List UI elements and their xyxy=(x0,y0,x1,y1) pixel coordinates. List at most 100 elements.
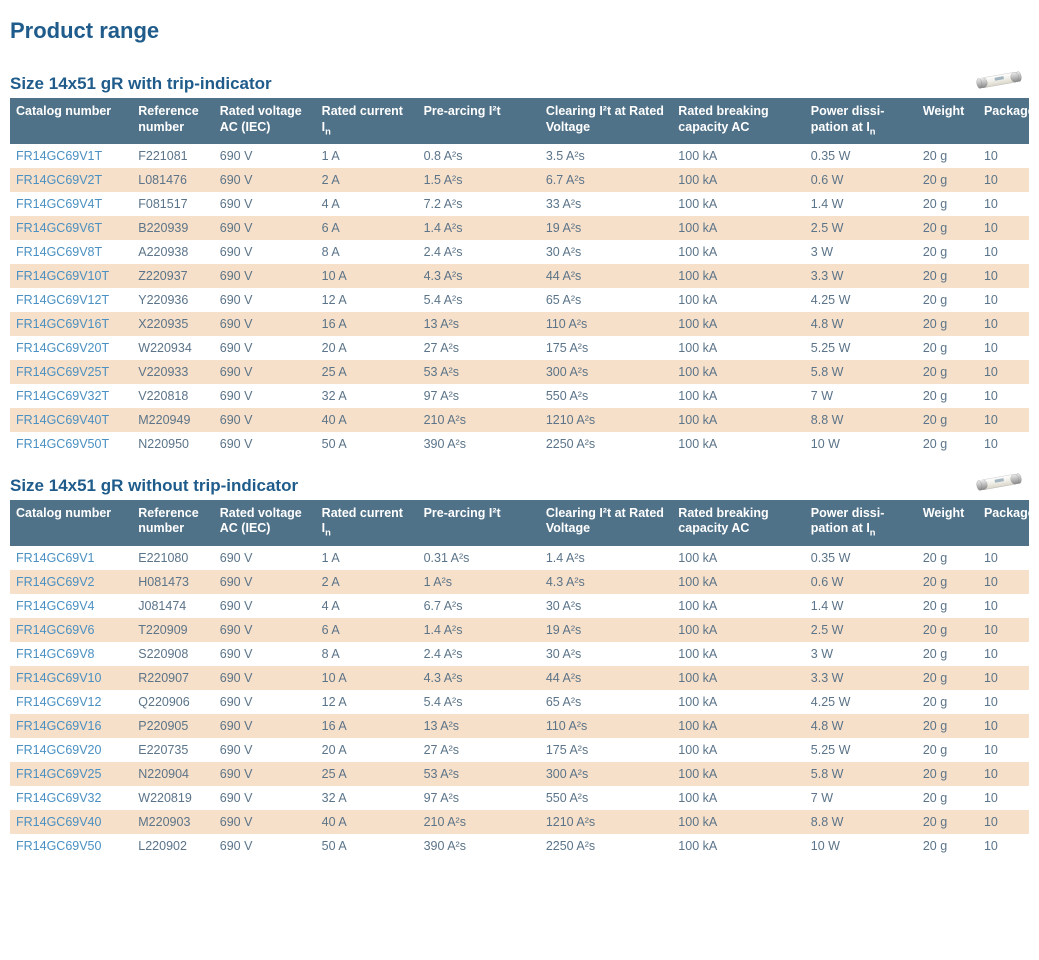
cell: 10 A xyxy=(316,264,418,288)
cell: 50 A xyxy=(316,834,418,858)
cell: 0.31 A²s xyxy=(418,546,540,570)
cell: 2.4 A²s xyxy=(418,240,540,264)
cell: J081474 xyxy=(132,594,214,618)
cell: 30 A²s xyxy=(540,240,672,264)
cell: W220819 xyxy=(132,786,214,810)
cell: 20 g xyxy=(917,288,978,312)
catalog-number: FR14GC69V16 xyxy=(10,714,132,738)
cell: 30 A²s xyxy=(540,594,672,618)
cell: 10 xyxy=(978,312,1029,336)
table-row: FR14GC69V20E220735690 V20 A27 A²s175 A²s… xyxy=(10,738,1029,762)
column-header: Rated voltage AC (IEC) xyxy=(214,98,316,144)
cell: 690 V xyxy=(214,714,316,738)
cell: 4.8 W xyxy=(805,312,917,336)
cell: 0.6 W xyxy=(805,168,917,192)
cell: 690 V xyxy=(214,810,316,834)
cell: 5.25 W xyxy=(805,336,917,360)
column-header: Package xyxy=(978,98,1029,144)
table-row: FR14GC69V4J081474690 V4 A6.7 A²s30 A²s10… xyxy=(10,594,1029,618)
cell: 44 A²s xyxy=(540,264,672,288)
cell: 100 kA xyxy=(672,216,804,240)
cell: 3 W xyxy=(805,240,917,264)
table-row: FR14GC69V10TZ220937690 V10 A4.3 A²s44 A²… xyxy=(10,264,1029,288)
cell: 3 W xyxy=(805,642,917,666)
cell: 20 g xyxy=(917,408,978,432)
catalog-number: FR14GC69V25 xyxy=(10,762,132,786)
cell: S220908 xyxy=(132,642,214,666)
cell: 10 xyxy=(978,594,1029,618)
cell: 100 kA xyxy=(672,618,804,642)
cell: 25 A xyxy=(316,762,418,786)
product-table: Catalog numberReference numberRated volt… xyxy=(10,500,1029,858)
cell: 20 g xyxy=(917,546,978,570)
cell: 2250 A²s xyxy=(540,432,672,456)
catalog-number: FR14GC69V25T xyxy=(10,360,132,384)
cell: 5.4 A²s xyxy=(418,690,540,714)
cell: 20 g xyxy=(917,168,978,192)
cell: 690 V xyxy=(214,288,316,312)
cell: 10 xyxy=(978,336,1029,360)
cell: 110 A²s xyxy=(540,312,672,336)
catalog-number: FR14GC69V20T xyxy=(10,336,132,360)
cell: 690 V xyxy=(214,360,316,384)
cell: 690 V xyxy=(214,264,316,288)
cell: 690 V xyxy=(214,240,316,264)
cell: 100 kA xyxy=(672,384,804,408)
cell: 0.8 A²s xyxy=(418,144,540,168)
cell: V220818 xyxy=(132,384,214,408)
cell: 97 A²s xyxy=(418,384,540,408)
cell: 175 A²s xyxy=(540,336,672,360)
cell: 690 V xyxy=(214,642,316,666)
cell: 20 g xyxy=(917,618,978,642)
table-row: FR14GC69V32W220819690 V32 A97 A²s550 A²s… xyxy=(10,786,1029,810)
cell: 16 A xyxy=(316,312,418,336)
cell: 44 A²s xyxy=(540,666,672,690)
cell: 3.3 W xyxy=(805,666,917,690)
cell: 210 A²s xyxy=(418,408,540,432)
cell: 690 V xyxy=(214,192,316,216)
cell: 100 kA xyxy=(672,144,804,168)
cell: 10 xyxy=(978,192,1029,216)
cell: 5.8 W xyxy=(805,360,917,384)
column-header: Reference number xyxy=(132,500,214,546)
cell: 13 A²s xyxy=(418,714,540,738)
cell: 10 xyxy=(978,714,1029,738)
cell: 40 A xyxy=(316,408,418,432)
cell: 7 W xyxy=(805,786,917,810)
cell: 20 g xyxy=(917,834,978,858)
cell: 8 A xyxy=(316,642,418,666)
cell: 100 kA xyxy=(672,786,804,810)
cell: 5.8 W xyxy=(805,762,917,786)
cell: Y220936 xyxy=(132,288,214,312)
cell: 10 W xyxy=(805,432,917,456)
cell: 690 V xyxy=(214,384,316,408)
column-header: Weight xyxy=(917,98,978,144)
cell: 10 xyxy=(978,810,1029,834)
table-row: FR14GC69V8TA220938690 V8 A2.4 A²s30 A²s1… xyxy=(10,240,1029,264)
column-header: Catalog number xyxy=(10,500,132,546)
column-header: Pre-arcing I²t xyxy=(418,500,540,546)
cell: V220933 xyxy=(132,360,214,384)
cell: 12 A xyxy=(316,288,418,312)
cell: R220907 xyxy=(132,666,214,690)
cell: 100 kA xyxy=(672,762,804,786)
cell: 100 kA xyxy=(672,336,804,360)
cell: 65 A²s xyxy=(540,288,672,312)
column-header: Rated voltage AC (IEC) xyxy=(214,500,316,546)
cell: 32 A xyxy=(316,384,418,408)
catalog-number: FR14GC69V40T xyxy=(10,408,132,432)
cell: 20 g xyxy=(917,264,978,288)
cell: 19 A²s xyxy=(540,618,672,642)
cell: 25 A xyxy=(316,360,418,384)
table-row: FR14GC69V2TL081476690 V2 A1.5 A²s6.7 A²s… xyxy=(10,168,1029,192)
cell: 300 A²s xyxy=(540,360,672,384)
cell: 20 g xyxy=(917,432,978,456)
table-row: FR14GC69V40TM220949690 V40 A210 A²s1210 … xyxy=(10,408,1029,432)
table-row: FR14GC69V6T220909690 V6 A1.4 A²s19 A²s10… xyxy=(10,618,1029,642)
catalog-number: FR14GC69V40 xyxy=(10,810,132,834)
column-header: Rated current In xyxy=(316,500,418,546)
cell: 690 V xyxy=(214,168,316,192)
cell: 110 A²s xyxy=(540,714,672,738)
catalog-number: FR14GC69V2T xyxy=(10,168,132,192)
cell: 690 V xyxy=(214,432,316,456)
